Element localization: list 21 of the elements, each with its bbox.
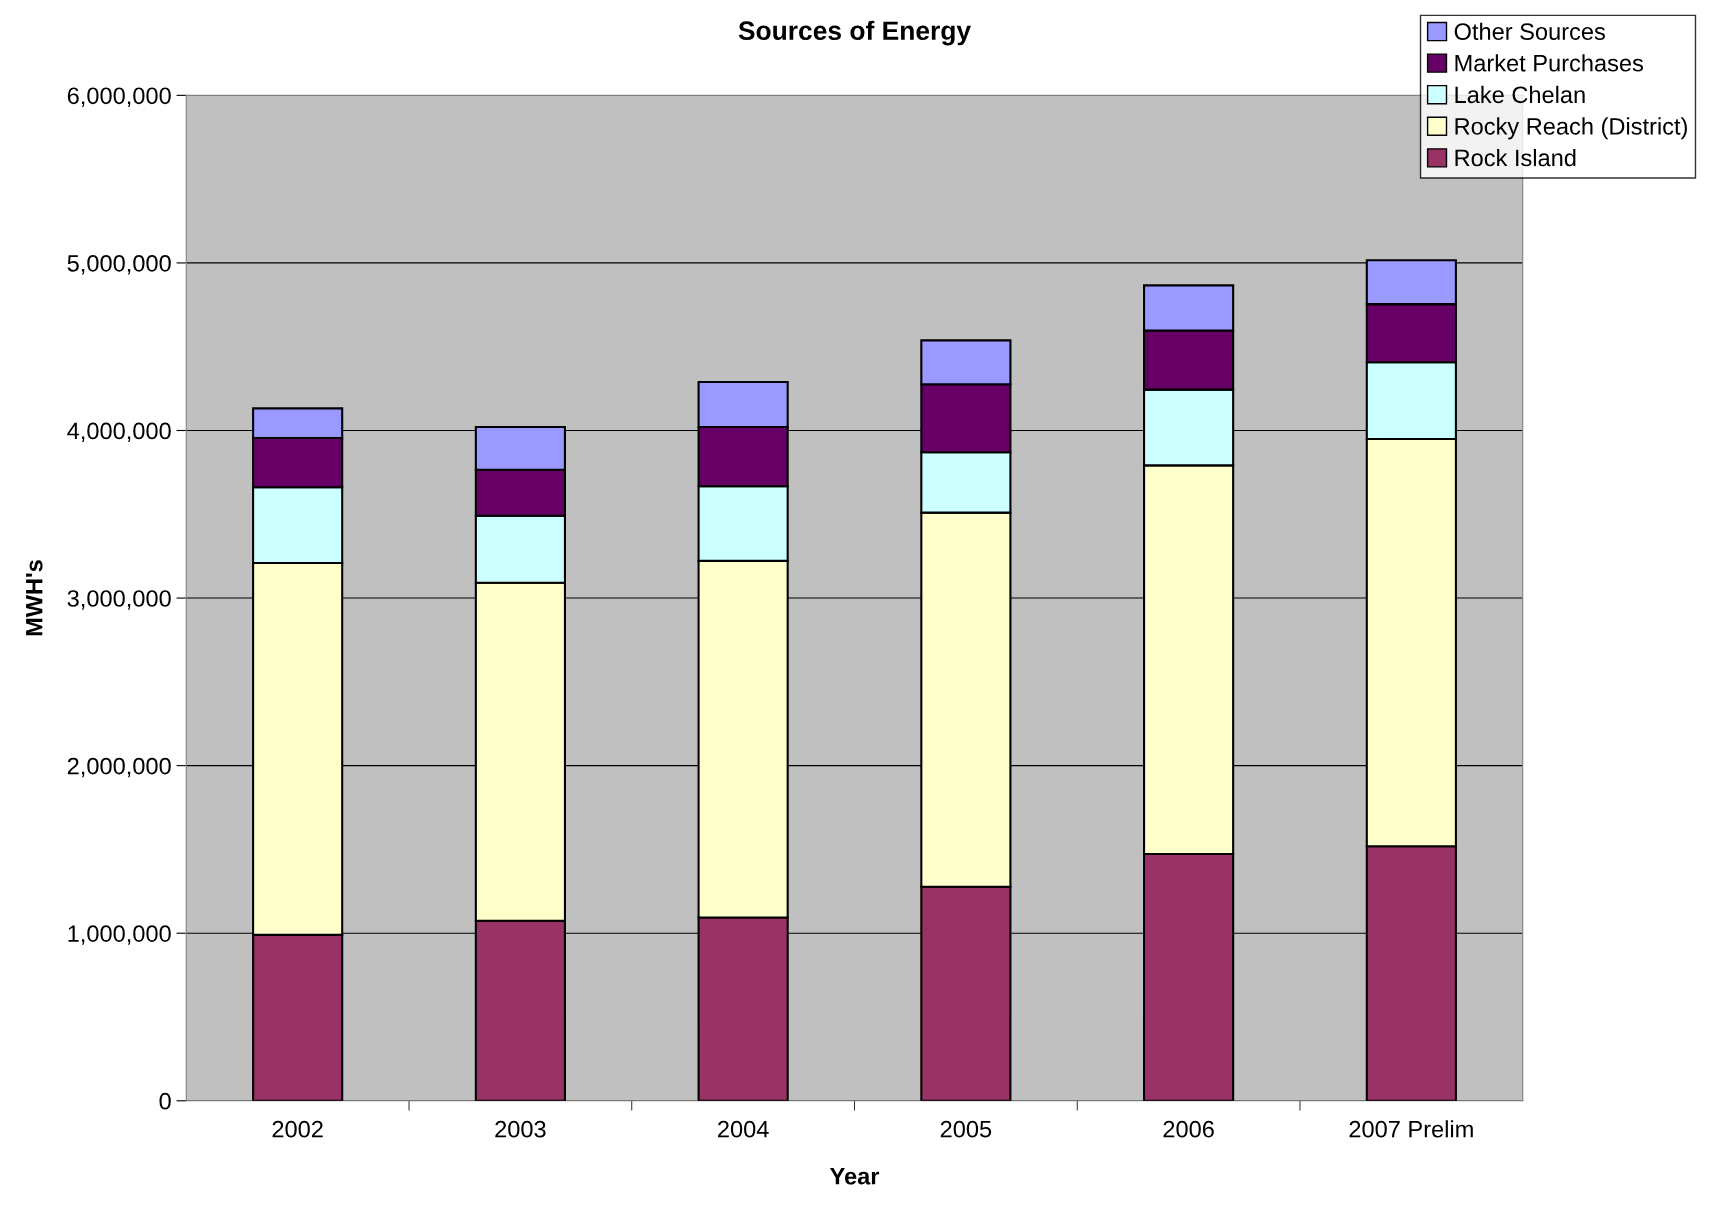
y-tick-label: 0 — [159, 1092, 171, 1110]
legend-label: Lake Chelan — [1455, 85, 1585, 104]
y-tick-label: 4,000,000 — [67, 422, 171, 443]
x-axis-title: Year — [829, 1168, 880, 1185]
legend-label: Rocky Reach (District) — [1455, 117, 1687, 140]
y-tick-label: 2,000,000 — [67, 757, 171, 778]
x-tick-label: 2007 Prelim — [1349, 1120, 1473, 1138]
y-axis-title: MWH's — [26, 560, 43, 636]
legend-label: Other Sources — [1454, 22, 1605, 40]
y-tick-label: 6,000,000 — [67, 87, 171, 107]
x-tick-label: 2003 — [495, 1120, 546, 1138]
y-tick-label: 3,000,000 — [67, 590, 171, 610]
x-tick-label: 2005 — [940, 1120, 992, 1138]
x-tick-label: 2002 — [272, 1120, 323, 1138]
x-tick-label: 2004 — [718, 1120, 769, 1138]
legend-label: Market Purchases — [1455, 54, 1643, 72]
y-tick-label: 5,000,000 — [67, 254, 171, 275]
y-tick-label: 1,000,000 — [68, 925, 171, 945]
chart-title: Sources of Energy — [738, 20, 971, 46]
legend-label: Rock Island — [1455, 148, 1576, 167]
x-tick-label: 2006 — [1163, 1120, 1214, 1138]
